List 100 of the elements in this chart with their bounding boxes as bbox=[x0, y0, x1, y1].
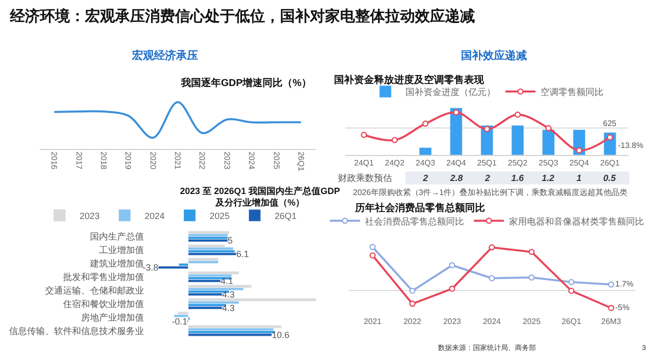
point bbox=[528, 248, 535, 256]
point bbox=[449, 286, 456, 292]
point bbox=[608, 281, 614, 288]
bar bbox=[542, 129, 555, 156]
x-tick-label: 2019 bbox=[124, 152, 133, 170]
point bbox=[608, 304, 614, 312]
x-tick-label: 24Q4 bbox=[446, 158, 466, 168]
x-tick-label: 26Q1 bbox=[600, 158, 620, 168]
bar bbox=[188, 333, 272, 336]
x-tick-label: 2025 bbox=[522, 316, 542, 326]
text: 1.6 bbox=[511, 173, 525, 183]
text: 国补效应递减 bbox=[461, 49, 527, 62]
data-label: 10.6 bbox=[272, 330, 290, 340]
x-tick-label: 2022 bbox=[403, 316, 422, 326]
point bbox=[392, 136, 398, 144]
text: 2026年限购收紧（3件→1件）叠加补贴比例下调，乘数衰减幅度远超其他品类 bbox=[353, 188, 628, 197]
text: 2 bbox=[484, 173, 490, 183]
data-label: 1.7% bbox=[615, 280, 634, 289]
point bbox=[449, 262, 456, 268]
annotation: -13.8% bbox=[618, 141, 644, 150]
point bbox=[606, 134, 614, 140]
point bbox=[488, 244, 495, 250]
y-tick-label: 信息传输、软件和信息技术服务业 bbox=[8, 326, 144, 336]
bar bbox=[188, 252, 237, 256]
chart-title: 国补资金释放进度及空调零售表现 bbox=[334, 74, 485, 86]
x-tick-label: 24Q1 bbox=[354, 158, 374, 168]
point bbox=[422, 120, 429, 127]
bar bbox=[188, 284, 252, 288]
x-tick-label: 2016 bbox=[50, 152, 59, 170]
y-tick-label: 住宿和餐饮业增加值 bbox=[62, 298, 144, 309]
x-tick-label: 2025 bbox=[272, 152, 281, 170]
data-label: 5 bbox=[228, 236, 233, 246]
bar bbox=[419, 147, 432, 156]
x-tick-label: 26M3 bbox=[601, 316, 622, 326]
legend-label: 26Q1 bbox=[274, 210, 297, 221]
data-label: -3.8 bbox=[142, 262, 158, 272]
x-tick-label: 25Q1 bbox=[477, 158, 498, 168]
point bbox=[545, 125, 552, 132]
data-label: 4.3 bbox=[222, 289, 235, 300]
x-tick-label: 26Q1 bbox=[296, 152, 306, 172]
x-tick-label: 25Q4 bbox=[569, 158, 590, 168]
legend-label: 空调零售额同比 bbox=[540, 87, 604, 98]
data-label: -5% bbox=[615, 302, 630, 312]
legend-label: 社会消费品零售总额同比 bbox=[364, 216, 464, 226]
text: 1 bbox=[576, 173, 582, 183]
x-tick-label: 2017 bbox=[74, 152, 84, 170]
bar bbox=[188, 238, 228, 242]
y-tick-label: 交通运输、仓储和邮政业 bbox=[44, 285, 144, 296]
x-tick-label: 2020 bbox=[148, 152, 158, 170]
point bbox=[453, 109, 460, 116]
x-tick-label: 24Q3 bbox=[416, 158, 436, 168]
bar bbox=[450, 108, 463, 156]
text: 财政乘数预估 bbox=[338, 173, 392, 183]
bar bbox=[188, 306, 222, 310]
point bbox=[409, 300, 416, 307]
bar bbox=[174, 314, 188, 318]
legend-label: 2024 bbox=[144, 210, 165, 221]
y-tick-label: 工业增加值 bbox=[98, 245, 144, 256]
x-tick-label: 26Q1 bbox=[562, 316, 582, 326]
data-label: 4.3 bbox=[222, 302, 235, 313]
x-tick-label: 2021 bbox=[173, 152, 182, 170]
point bbox=[488, 275, 495, 282]
text: 2 bbox=[422, 173, 428, 183]
x-tick-label: 2024 bbox=[247, 152, 256, 170]
x-tick-label: 2023 bbox=[443, 316, 462, 326]
bar bbox=[188, 258, 218, 261]
annotation: 625 bbox=[603, 119, 617, 128]
y-tick-label: 房地产业增加值 bbox=[80, 312, 144, 322]
point bbox=[514, 112, 521, 118]
x-tick-label: 25Q3 bbox=[538, 158, 559, 168]
x-tick-label: 2024 bbox=[482, 316, 502, 326]
legend-label: 2025 bbox=[210, 210, 230, 221]
point bbox=[360, 132, 367, 138]
chart-title: 历年社会消费品零售总额同比 bbox=[354, 202, 485, 214]
bar bbox=[188, 250, 236, 253]
bar bbox=[511, 125, 524, 156]
bar bbox=[188, 298, 316, 302]
legend-label: 2023 bbox=[80, 210, 100, 221]
bar bbox=[188, 236, 228, 240]
y-tick-label: 建筑业增加值 bbox=[88, 258, 144, 269]
text: 宏观经济承压 bbox=[131, 49, 198, 62]
bar bbox=[188, 271, 239, 274]
point bbox=[568, 278, 574, 286]
bar bbox=[158, 266, 188, 270]
point bbox=[568, 288, 574, 294]
point bbox=[369, 252, 376, 259]
text: 1.2 bbox=[542, 173, 554, 183]
point bbox=[576, 147, 582, 154]
y-tick-label: 国内生产总值 bbox=[90, 232, 144, 242]
y-tick-label: 批发和零售业增加值 bbox=[62, 272, 144, 282]
point bbox=[409, 288, 416, 294]
text: 经济环境：宏观承压消费信心处于低位，国补对家电整体拉动效应递减 bbox=[9, 7, 475, 25]
legend-label: 国补资金进度（亿元） bbox=[405, 87, 496, 98]
x-tick-label: 2018 bbox=[99, 152, 108, 170]
point bbox=[528, 274, 535, 281]
chart-title: 我国逐年GDP增速同比（%） bbox=[180, 77, 312, 89]
x-tick-label: 2021 bbox=[364, 316, 382, 326]
chart-title: 2023 至 2026Q1 我国国内生产总值GDP 及分行业增加值（%） bbox=[180, 186, 340, 208]
point bbox=[369, 244, 376, 250]
x-tick-label: 2022 bbox=[198, 152, 207, 170]
